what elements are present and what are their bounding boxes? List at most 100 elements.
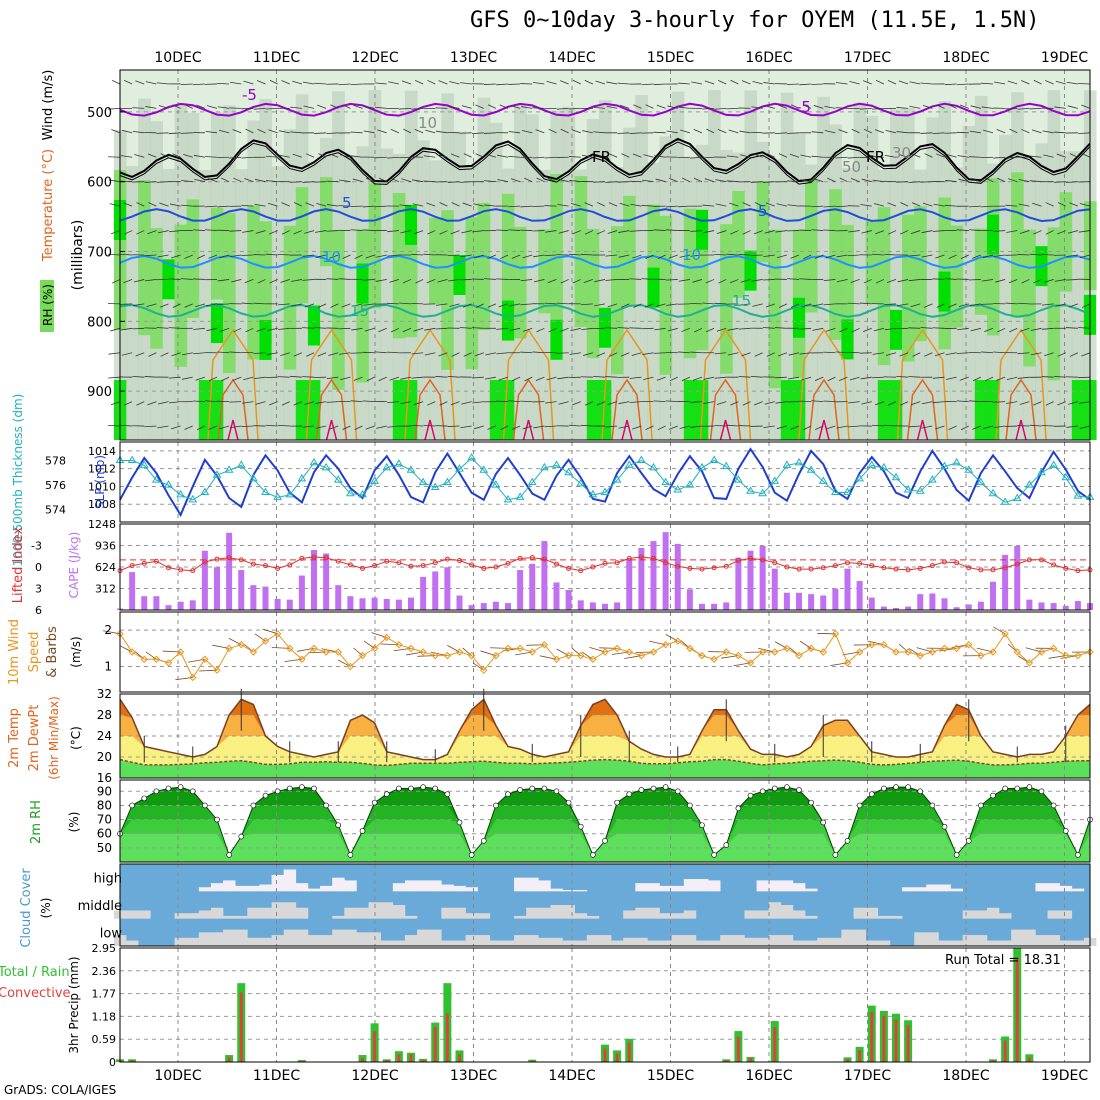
wind-barb: [968, 156, 981, 158]
cape-bar: [286, 599, 293, 610]
wind-barb: [726, 424, 739, 427]
thickness-point: [467, 453, 476, 461]
wind-barb: [948, 104, 957, 109]
wind-barb: [546, 376, 557, 381]
wind-barb: [484, 376, 496, 380]
rh-point: [323, 802, 329, 809]
wind-barb: [559, 327, 569, 332]
isotherm-line: [798, 328, 850, 441]
wind-barb: [908, 254, 921, 257]
wind-barb: [920, 132, 933, 134]
cloud-bar: [914, 932, 927, 946]
cape-bar: [553, 582, 560, 610]
wind-barb: [997, 327, 1006, 333]
wind-barb: [376, 254, 387, 258]
rh-band-mid: [889, 109, 903, 441]
rh-band-green: [805, 179, 818, 313]
li-point: [517, 555, 523, 561]
wind-barb: [560, 279, 569, 284]
wind-barb: [486, 153, 496, 158]
wind-barb: [463, 352, 472, 357]
cape-bar: [614, 602, 621, 610]
wind-barb: [217, 303, 230, 305]
wind-barb: [195, 376, 206, 381]
wind-barb: [1078, 132, 1091, 135]
wind-barb: [339, 179, 351, 183]
wind-barb: [108, 107, 121, 110]
wind-barb: [110, 401, 121, 406]
precip-tick-label: 1.77: [92, 988, 117, 1001]
wind-barb: [544, 205, 557, 207]
rh-point: [590, 852, 596, 858]
wind-barb: [835, 82, 848, 85]
wind-barb: [581, 154, 593, 158]
wind-barb: [508, 155, 521, 158]
wind-barb: [1043, 279, 1054, 283]
wind-barb: [823, 351, 836, 354]
rh-point: [941, 823, 948, 830]
wind-barb: [618, 254, 630, 258]
cloud-bar: [732, 935, 745, 946]
wind-barb: [557, 376, 569, 380]
cloud-bar: [489, 940, 503, 946]
wind-panel: [103, 612, 1094, 692]
wind-barb: [426, 279, 436, 284]
date-tick-label: 16DEC: [745, 50, 792, 66]
wind-barb: [969, 303, 981, 306]
wind-barb: [811, 205, 824, 208]
wind-barb: [788, 352, 800, 356]
wind-barb: [1029, 180, 1042, 183]
wind-barb: [280, 279, 290, 283]
rh-tick-label: 80: [97, 798, 112, 812]
isotherm-line: [896, 328, 949, 441]
cape-bar: [177, 601, 184, 610]
rh-band-bright: [586, 380, 600, 440]
wind-barb: [110, 230, 121, 235]
wind-barb: [193, 154, 205, 158]
thickness-axis-label: 1000-500mb Thickness (dm): [11, 394, 25, 567]
cape-bar: [808, 594, 815, 610]
rh-point: [577, 823, 584, 830]
wind-barb: [692, 279, 703, 283]
wind-barb: [958, 178, 969, 183]
wind-barb: [500, 425, 509, 431]
wind-barb: [532, 81, 545, 85]
precip-convective-bar: [870, 1011, 874, 1062]
rh-point: [602, 837, 608, 844]
wind-barb: [524, 177, 533, 183]
wind-barb: [690, 401, 703, 403]
wind-barb: [451, 352, 460, 357]
cape-bar: [226, 532, 233, 610]
wind-barb: [132, 327, 145, 330]
cape-bar: [492, 601, 499, 610]
li-point: [772, 560, 778, 566]
wind-barb: [424, 352, 436, 356]
precip-convective-bar: [906, 1025, 910, 1062]
wind-barb: [921, 401, 933, 405]
wind-barb: [874, 129, 885, 134]
wind-barb: [508, 400, 521, 403]
wind-barb: [932, 132, 945, 135]
wind-barb: [181, 352, 193, 356]
wind-barb: [195, 303, 205, 308]
rh-band-green: [295, 187, 309, 304]
wind-barb: [996, 376, 1006, 381]
wind-barb: [593, 181, 606, 183]
li-point: [1051, 562, 1057, 568]
isotherm-line: [119, 137, 1091, 183]
wind-barb: [121, 129, 133, 134]
rh-band-green: [332, 229, 345, 390]
cloud-bar: [283, 902, 297, 919]
cape-bar: [820, 595, 827, 610]
wind-barb: [896, 375, 909, 378]
cloud-bar: [210, 883, 224, 892]
cloud-bar: [695, 940, 709, 946]
rh-band-mid: [853, 102, 867, 440]
thickness-point: [1025, 480, 1034, 488]
cloud-level-label: low: [100, 926, 123, 941]
cape-bar: [626, 559, 633, 610]
precip-convective-bar: [615, 1053, 619, 1062]
rh-band-green: [683, 208, 697, 359]
wind-barb: [1007, 80, 1018, 85]
wind-barb: [1021, 80, 1030, 85]
